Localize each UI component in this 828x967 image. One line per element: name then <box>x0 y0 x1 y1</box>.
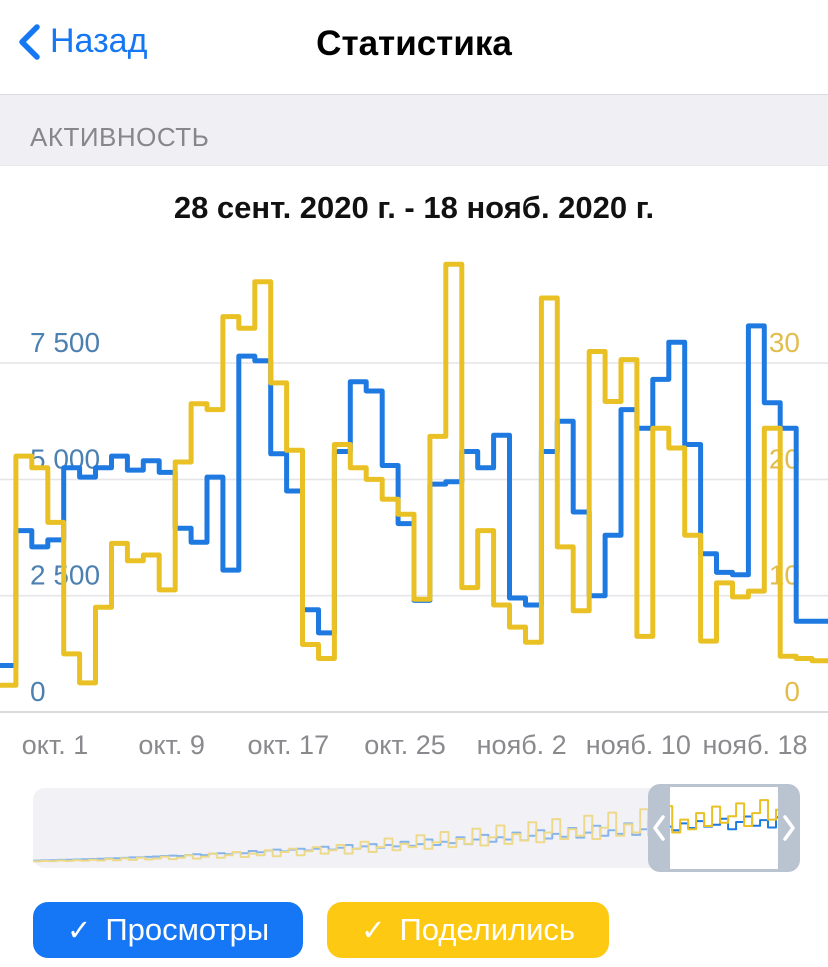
x-axis-tick: нояб. 2 <box>477 730 567 760</box>
toggle-views-button[interactable]: ✓ Просмотры <box>33 902 304 958</box>
range-selection-viewport <box>670 787 778 869</box>
left-axis-tick: 7 500 <box>30 327 100 358</box>
x-axis-tick: окт. 9 <box>138 730 205 760</box>
x-axis-tick: окт. 25 <box>364 730 446 760</box>
x-axis-tick: нояб. 18 <box>702 730 807 760</box>
section-band: АКТИВНОСТЬ <box>0 95 828 166</box>
x-axis-tick: окт. 17 <box>248 730 330 760</box>
x-axis-tick: окт. 1 <box>22 730 89 760</box>
minimap-chart-selected <box>670 799 778 834</box>
shares-button-label: Поделились <box>399 912 576 947</box>
x-axis-tick: нояб. 10 <box>586 730 691 760</box>
check-icon: ✓ <box>67 914 92 947</box>
chevron-right-icon <box>783 815 795 841</box>
back-label: Назад <box>50 22 148 60</box>
nav-bar: Назад Статистика <box>0 0 828 95</box>
chevron-left-icon <box>653 815 665 841</box>
legend-row: ✓ Просмотры ✓ Поделились <box>33 902 610 958</box>
range-handle-right[interactable] <box>778 784 800 872</box>
chart-date-range-title: 28 сент. 2020 г. - 18 нояб. 2020 г. <box>173 190 655 225</box>
range-selection-window[interactable] <box>648 784 800 872</box>
views-button-label: Просмотры <box>105 912 270 947</box>
left-axis-tick: 0 <box>30 676 46 707</box>
right-axis-tick: 0 <box>784 676 800 707</box>
chevron-left-icon <box>19 23 40 60</box>
back-button[interactable]: Назад <box>18 22 147 61</box>
range-handle-left[interactable] <box>648 784 670 872</box>
check-icon: ✓ <box>361 914 386 947</box>
toggle-shares-button[interactable]: ✓ Поделились <box>327 902 610 958</box>
range-scrubber-track[interactable] <box>33 784 800 872</box>
section-label: АКТИВНОСТЬ <box>30 122 210 152</box>
right-axis-tick: 30 <box>769 327 800 358</box>
